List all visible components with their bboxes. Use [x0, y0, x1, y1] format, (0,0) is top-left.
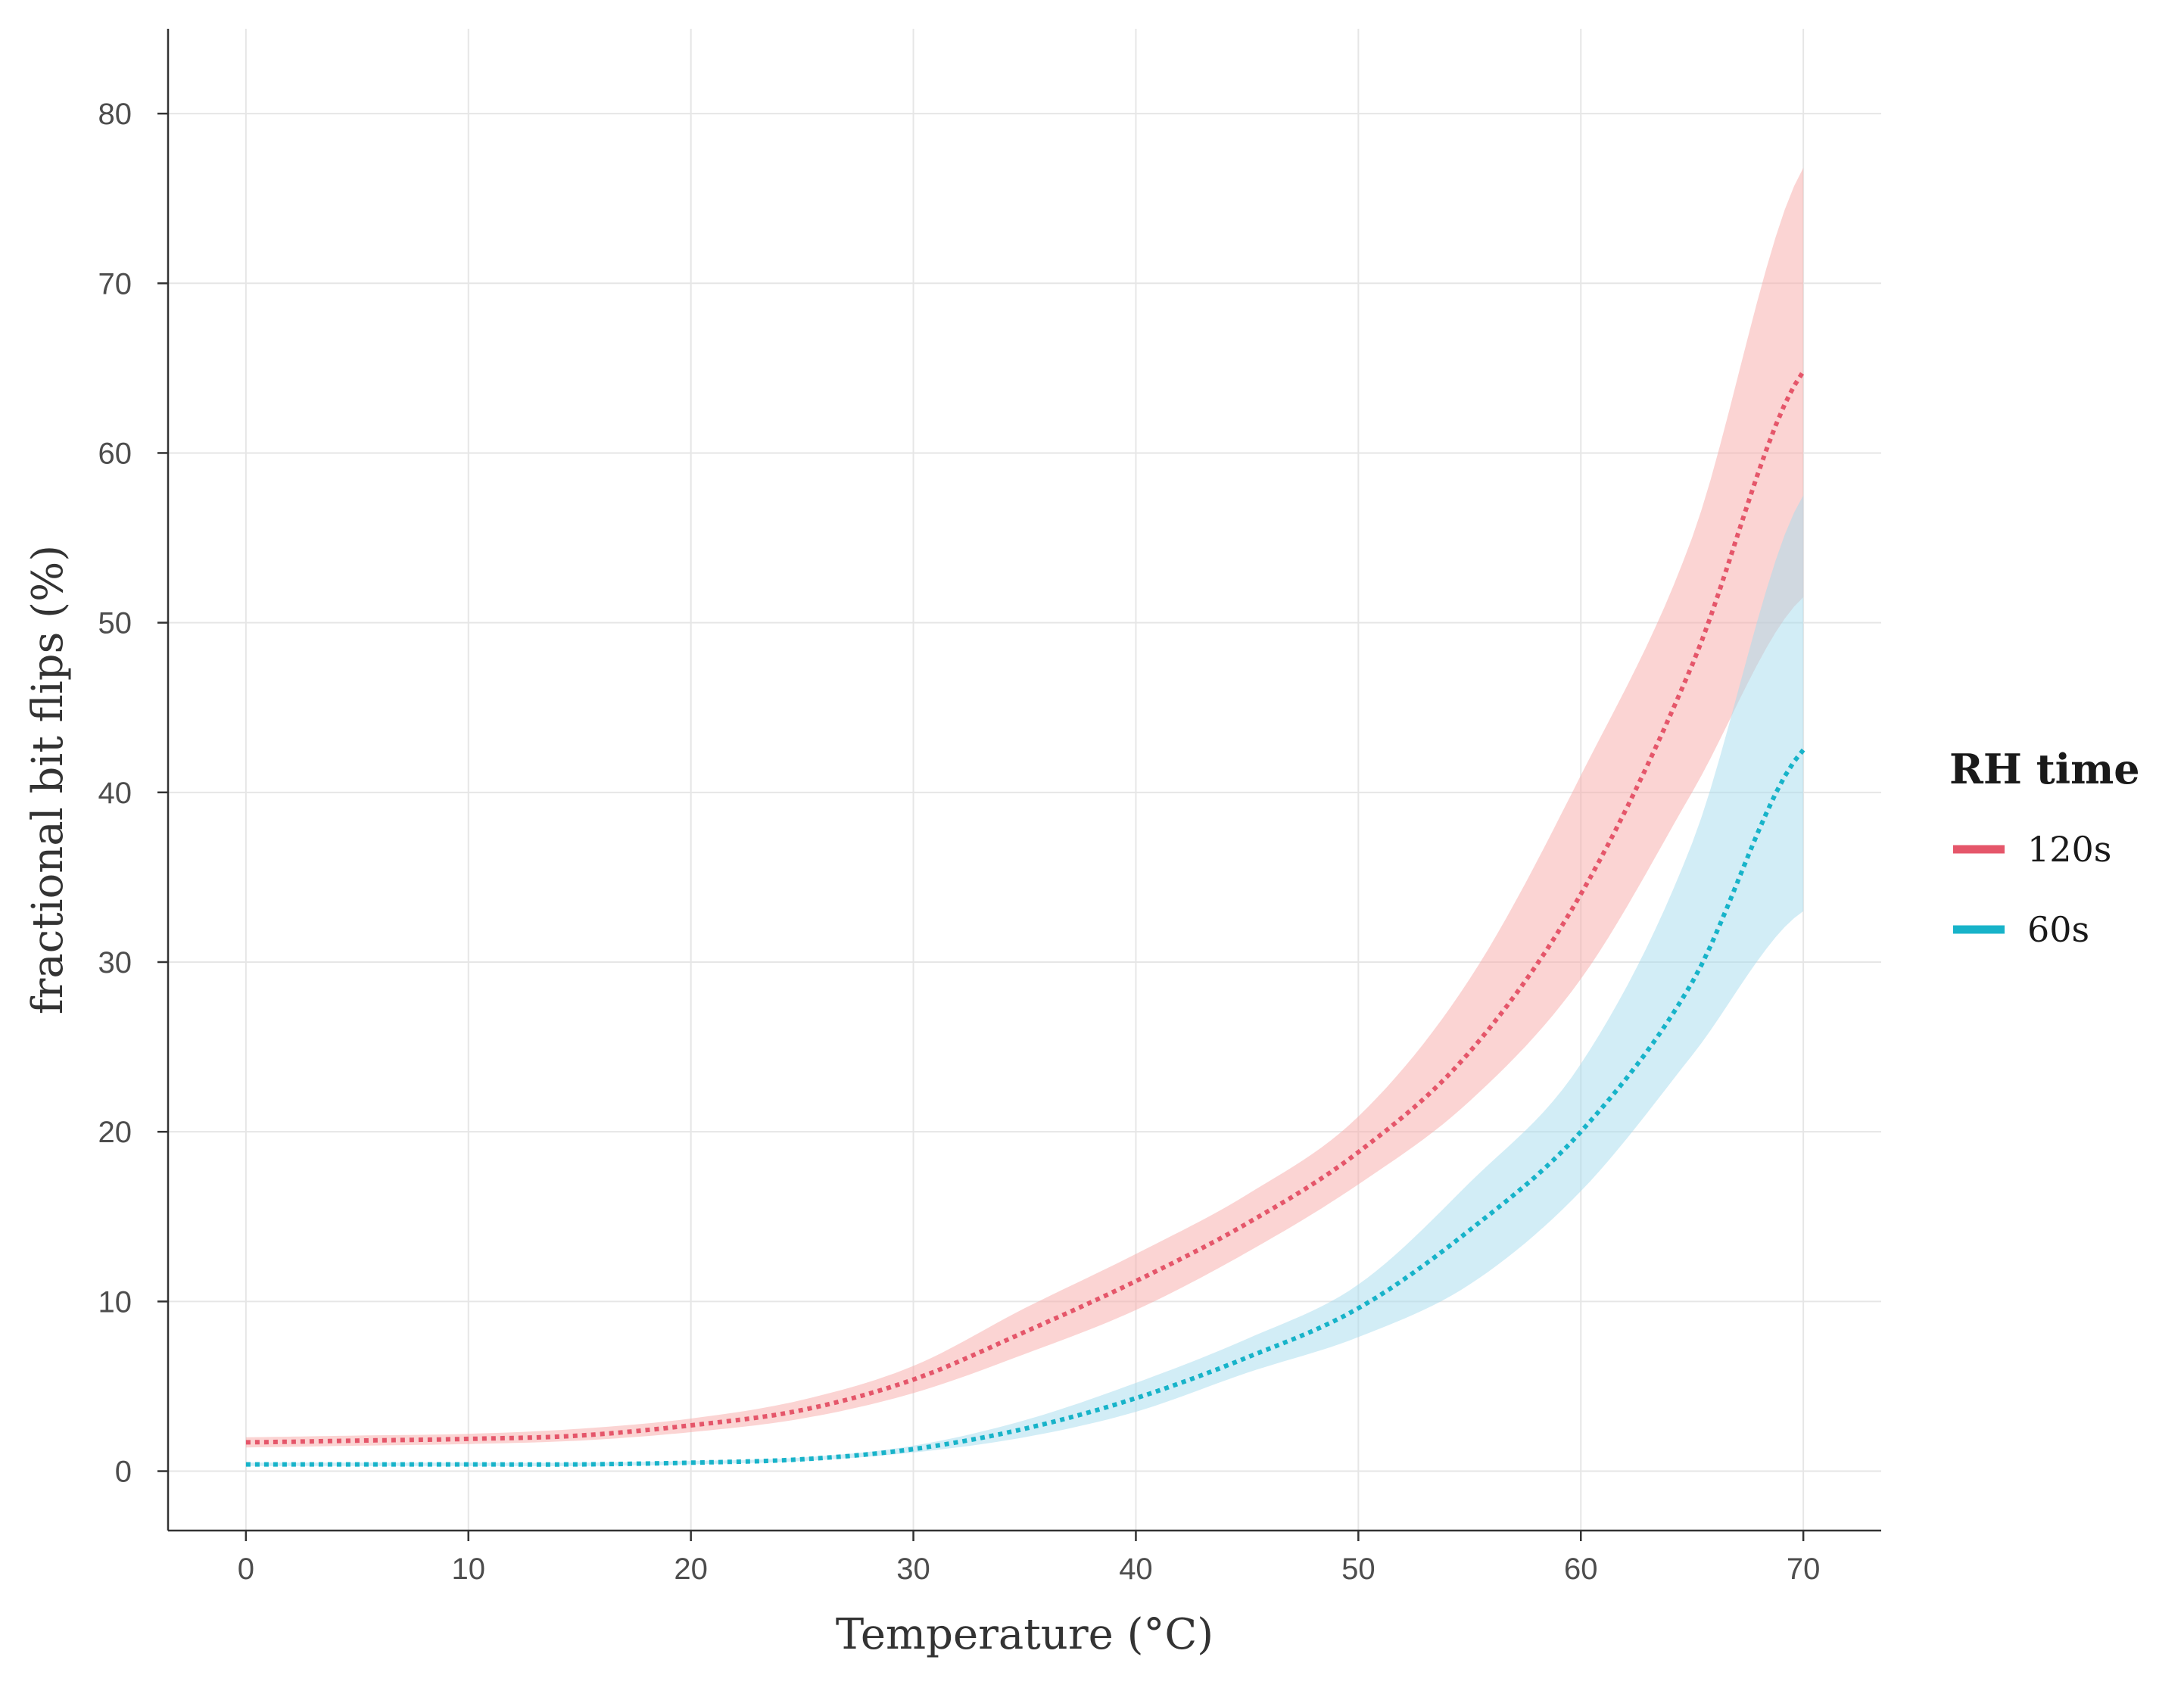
x-tick-label: 10 [452, 1553, 486, 1586]
y-tick-label: 0 [115, 1456, 132, 1489]
y-tick-label: 70 [98, 267, 132, 301]
series-lines [245, 370, 1805, 1467]
y-tick-label: 10 [98, 1285, 132, 1319]
x-tick-label: 70 [1787, 1553, 1821, 1586]
y-tick-label: 30 [98, 946, 132, 979]
x-axis-title: Temperature (°C) [836, 1610, 1214, 1659]
y-tick-label: 60 [98, 437, 132, 470]
y-axis-title: fractional bit flips (%) [23, 545, 73, 1014]
series-line-120s [245, 370, 1805, 1445]
x-tick-label: 50 [1341, 1553, 1376, 1586]
x-tick-label: 30 [896, 1553, 930, 1586]
legend-label-120s: 120s [2027, 829, 2111, 870]
confidence-bands [245, 167, 1804, 1466]
y-tick-label: 80 [98, 98, 132, 131]
legend-label-60s: 60s [2027, 909, 2089, 950]
x-tick-label: 60 [1564, 1553, 1598, 1586]
y-tick-label: 50 [98, 607, 132, 640]
x-tick-label: 40 [1119, 1553, 1153, 1586]
x-tick-label: 0 [238, 1553, 254, 1586]
band-120s [245, 167, 1804, 1448]
axes: 0 10 20 30 40 50 60 70 0 10 20 30 40 50 60 70 80 [98, 29, 1881, 1586]
legend: RH time 120s 60s [1949, 745, 2140, 950]
y-tick-label: 20 [98, 1116, 132, 1149]
y-tick-label: 40 [98, 777, 132, 810]
legend-title: RH time [1949, 745, 2140, 793]
x-tick-label: 20 [674, 1553, 708, 1586]
